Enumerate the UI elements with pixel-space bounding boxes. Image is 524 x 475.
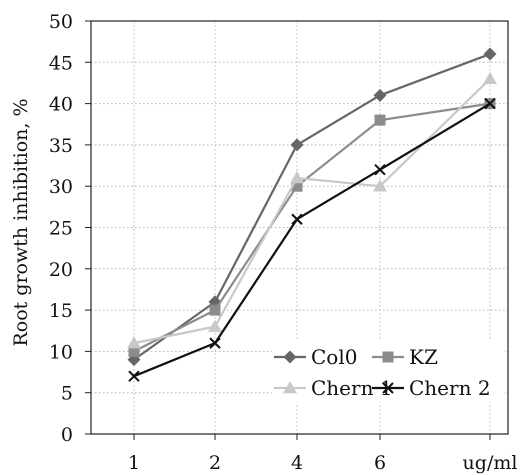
data-point-square (374, 114, 386, 126)
y-tick-label: 20 (49, 259, 73, 281)
legend-label: KZ (409, 345, 438, 369)
legend-background (272, 340, 504, 402)
data-point-triangle (373, 179, 387, 192)
x-tick-label: ug/ml (463, 452, 518, 474)
data-point-triangle (483, 71, 497, 85)
data-point-x (291, 213, 303, 225)
legend-item-kz: KZ (372, 345, 438, 369)
data-point-diamond (483, 47, 497, 61)
y-tick-label: 10 (49, 341, 73, 363)
series-chern-1 (127, 71, 497, 349)
data-point-triangle (290, 170, 304, 184)
x-tick-label: 4 (291, 452, 303, 474)
legend-item-col0: Col0 (274, 345, 357, 369)
axes (85, 20, 509, 440)
series-group (127, 47, 497, 382)
y-axis-title: Root growth inhibition, % (10, 98, 32, 346)
data-point-x (382, 382, 394, 394)
y-tick-label: 15 (49, 300, 73, 322)
data-point-x (209, 337, 221, 349)
data-point-triangle (127, 336, 141, 349)
data-point-x-stroke (128, 370, 140, 382)
series-chern-2 (128, 97, 496, 382)
y-tick-label: 5 (61, 383, 73, 405)
data-point-x (374, 163, 386, 176)
x-tick-label: 2 (209, 452, 221, 474)
legend-item-chern-2: Chern 2 (372, 376, 491, 400)
data-point-x-stroke (291, 213, 303, 225)
series-line (133, 53, 491, 361)
data-point-x-stroke (209, 337, 221, 349)
data-point-square (291, 180, 303, 192)
data-point-triangle (283, 381, 297, 394)
y-tick-label: 30 (49, 176, 73, 198)
data-point-x-stroke (382, 382, 394, 394)
tick-labels: 0 5 10 15 20 25 30 35 40 45 50 1 2 4 6 ug/ml (49, 11, 518, 474)
data-point-x-stroke (484, 97, 496, 110)
data-point-diamond (373, 88, 387, 102)
data-point-triangle (208, 319, 222, 332)
series-col0 (127, 47, 497, 367)
x-tick-label: 1 (128, 452, 140, 474)
data-point-x (484, 97, 496, 110)
y-tick-label: 50 (49, 11, 73, 33)
data-point-x-stroke (374, 163, 386, 176)
y-tick-label: 25 (49, 218, 73, 240)
data-point-square (128, 345, 140, 357)
y-tick-label: 40 (49, 94, 73, 116)
data-point-diamond (290, 138, 304, 152)
data-point-square (382, 351, 394, 363)
y-tick-label: 45 (49, 52, 73, 74)
data-point-square (209, 304, 221, 316)
legend-label: Chern 2 (409, 376, 491, 400)
y-tick-label: 35 (49, 135, 73, 157)
y-tick-label: 0 (61, 424, 73, 446)
legend-label: Col0 (311, 345, 357, 369)
data-point-x (128, 370, 140, 382)
x-tick-label: 6 (374, 452, 386, 474)
data-point-diamond (283, 350, 297, 364)
